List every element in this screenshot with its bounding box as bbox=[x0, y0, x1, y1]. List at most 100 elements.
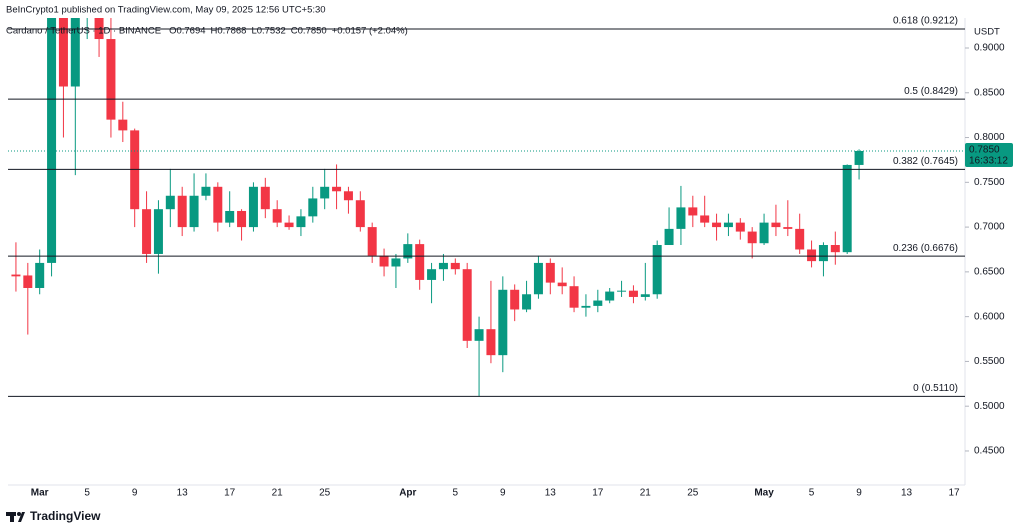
candle-body bbox=[510, 289, 520, 310]
logo bbox=[6, 512, 25, 522]
x-tick-label: May bbox=[754, 488, 774, 499]
candle-body bbox=[118, 119, 128, 131]
candle-body bbox=[640, 294, 650, 297]
candle-body bbox=[35, 262, 45, 288]
x-tick-label: 9 bbox=[132, 488, 138, 499]
candle-body bbox=[628, 290, 638, 297]
candle-body bbox=[332, 186, 342, 192]
x-tick-label: 5 bbox=[84, 488, 90, 499]
ohlc-readout: C0.7850 bbox=[291, 26, 327, 37]
fib-level-label: 0.236 (0.6676) bbox=[893, 243, 958, 254]
candle-body bbox=[818, 245, 828, 262]
candle-body bbox=[213, 186, 223, 223]
candle-body bbox=[367, 227, 377, 256]
fib-level-label: 0.382 (0.7645) bbox=[893, 156, 958, 167]
y-tick-label: 0.7000 bbox=[974, 222, 1005, 233]
symbol-legend: Cardano / TetherUS · 1D · BINANCE bbox=[6, 26, 161, 37]
candle-body bbox=[486, 329, 496, 356]
candle-body bbox=[783, 227, 793, 229]
candle-body bbox=[771, 222, 781, 228]
candle-body bbox=[237, 210, 247, 228]
x-tick-label: 17 bbox=[592, 488, 604, 499]
candle-body bbox=[522, 294, 532, 310]
y-tick-label: 0.6000 bbox=[974, 311, 1005, 322]
candle-body bbox=[735, 222, 745, 232]
candle-body bbox=[106, 39, 116, 120]
candle-body bbox=[142, 209, 152, 254]
x-tick-label: Mar bbox=[31, 488, 49, 499]
candle-body bbox=[308, 198, 318, 217]
candle-body bbox=[723, 222, 733, 228]
candle-body bbox=[533, 262, 543, 295]
x-tick-label: 25 bbox=[687, 488, 699, 499]
ohlc-readout: H0.7868 bbox=[211, 26, 247, 37]
candle-body bbox=[284, 222, 294, 228]
candle-body bbox=[700, 215, 710, 223]
candle-body bbox=[248, 186, 258, 228]
x-tick-label: 13 bbox=[545, 488, 557, 499]
candle-body bbox=[343, 191, 353, 201]
x-tick-label: 5 bbox=[453, 488, 459, 499]
candle-body bbox=[225, 210, 235, 223]
candle-body bbox=[355, 200, 365, 228]
candle-body bbox=[320, 186, 330, 199]
candle-body bbox=[296, 216, 306, 228]
candle-body bbox=[272, 209, 282, 223]
candle-body bbox=[747, 231, 757, 244]
ohlc-readout: L0.7532 bbox=[251, 26, 285, 37]
candle-body bbox=[712, 222, 722, 228]
candle-body bbox=[830, 245, 840, 253]
candle-body bbox=[23, 275, 33, 288]
publish-note: BeInCrypto1 published on TradingView.com… bbox=[6, 5, 326, 16]
y-tick-label: 0.8500 bbox=[974, 87, 1005, 98]
candle-body bbox=[759, 222, 769, 244]
candle-body bbox=[391, 258, 401, 267]
candle-body bbox=[11, 274, 21, 277]
fib-level-label: 0.618 (0.9212) bbox=[893, 16, 958, 27]
x-tick-label: 25 bbox=[319, 488, 331, 499]
candle-body bbox=[379, 255, 389, 267]
candle-body bbox=[581, 305, 591, 308]
candle-body bbox=[70, 18, 80, 87]
x-tick-label: 17 bbox=[949, 488, 961, 499]
y-tick-label: 0.9000 bbox=[974, 43, 1005, 54]
fib-level-label: 0 (0.5110) bbox=[913, 383, 958, 394]
y-tick-label: 0.6500 bbox=[974, 267, 1005, 278]
y-axis-unit: USDT bbox=[974, 27, 1000, 38]
candle-body bbox=[415, 244, 425, 280]
candle-body bbox=[605, 291, 615, 301]
candle-body bbox=[427, 269, 437, 280]
countdown-label: 16:33:12 bbox=[969, 156, 1008, 167]
footer-brand: TradingView bbox=[30, 509, 101, 523]
fib-level-label: 0.5 (0.8429) bbox=[904, 86, 958, 97]
candle-body bbox=[403, 244, 413, 259]
candle-body bbox=[47, 18, 57, 263]
candle-body bbox=[260, 186, 270, 210]
last-price-tag bbox=[965, 142, 1013, 167]
y-tick-label: 0.8000 bbox=[974, 132, 1005, 143]
y-tick-label: 0.4500 bbox=[974, 446, 1005, 457]
candle-body bbox=[593, 300, 603, 306]
candle-body bbox=[462, 269, 472, 341]
x-tick-label: 9 bbox=[500, 488, 506, 499]
candle-body bbox=[664, 228, 674, 246]
candle-body bbox=[676, 207, 686, 229]
candle-body bbox=[474, 329, 484, 341]
x-tick-label: Apr bbox=[399, 488, 416, 499]
candle-body bbox=[854, 150, 864, 165]
candle-body bbox=[201, 186, 211, 196]
x-tick-label: 17 bbox=[224, 488, 236, 499]
y-tick-label: 0.7500 bbox=[974, 177, 1005, 188]
candle-body bbox=[498, 289, 508, 356]
candle-body bbox=[153, 209, 163, 254]
overlay: Cardano / TetherUS · 1D · BINANCE O0.7694… bbox=[6, 16, 1013, 499]
candle-body bbox=[177, 195, 187, 228]
candle-body bbox=[557, 282, 567, 287]
candle-body bbox=[617, 290, 627, 292]
candle-body bbox=[450, 262, 460, 270]
x-tick-label: 9 bbox=[856, 488, 862, 499]
candle-body bbox=[545, 262, 555, 283]
